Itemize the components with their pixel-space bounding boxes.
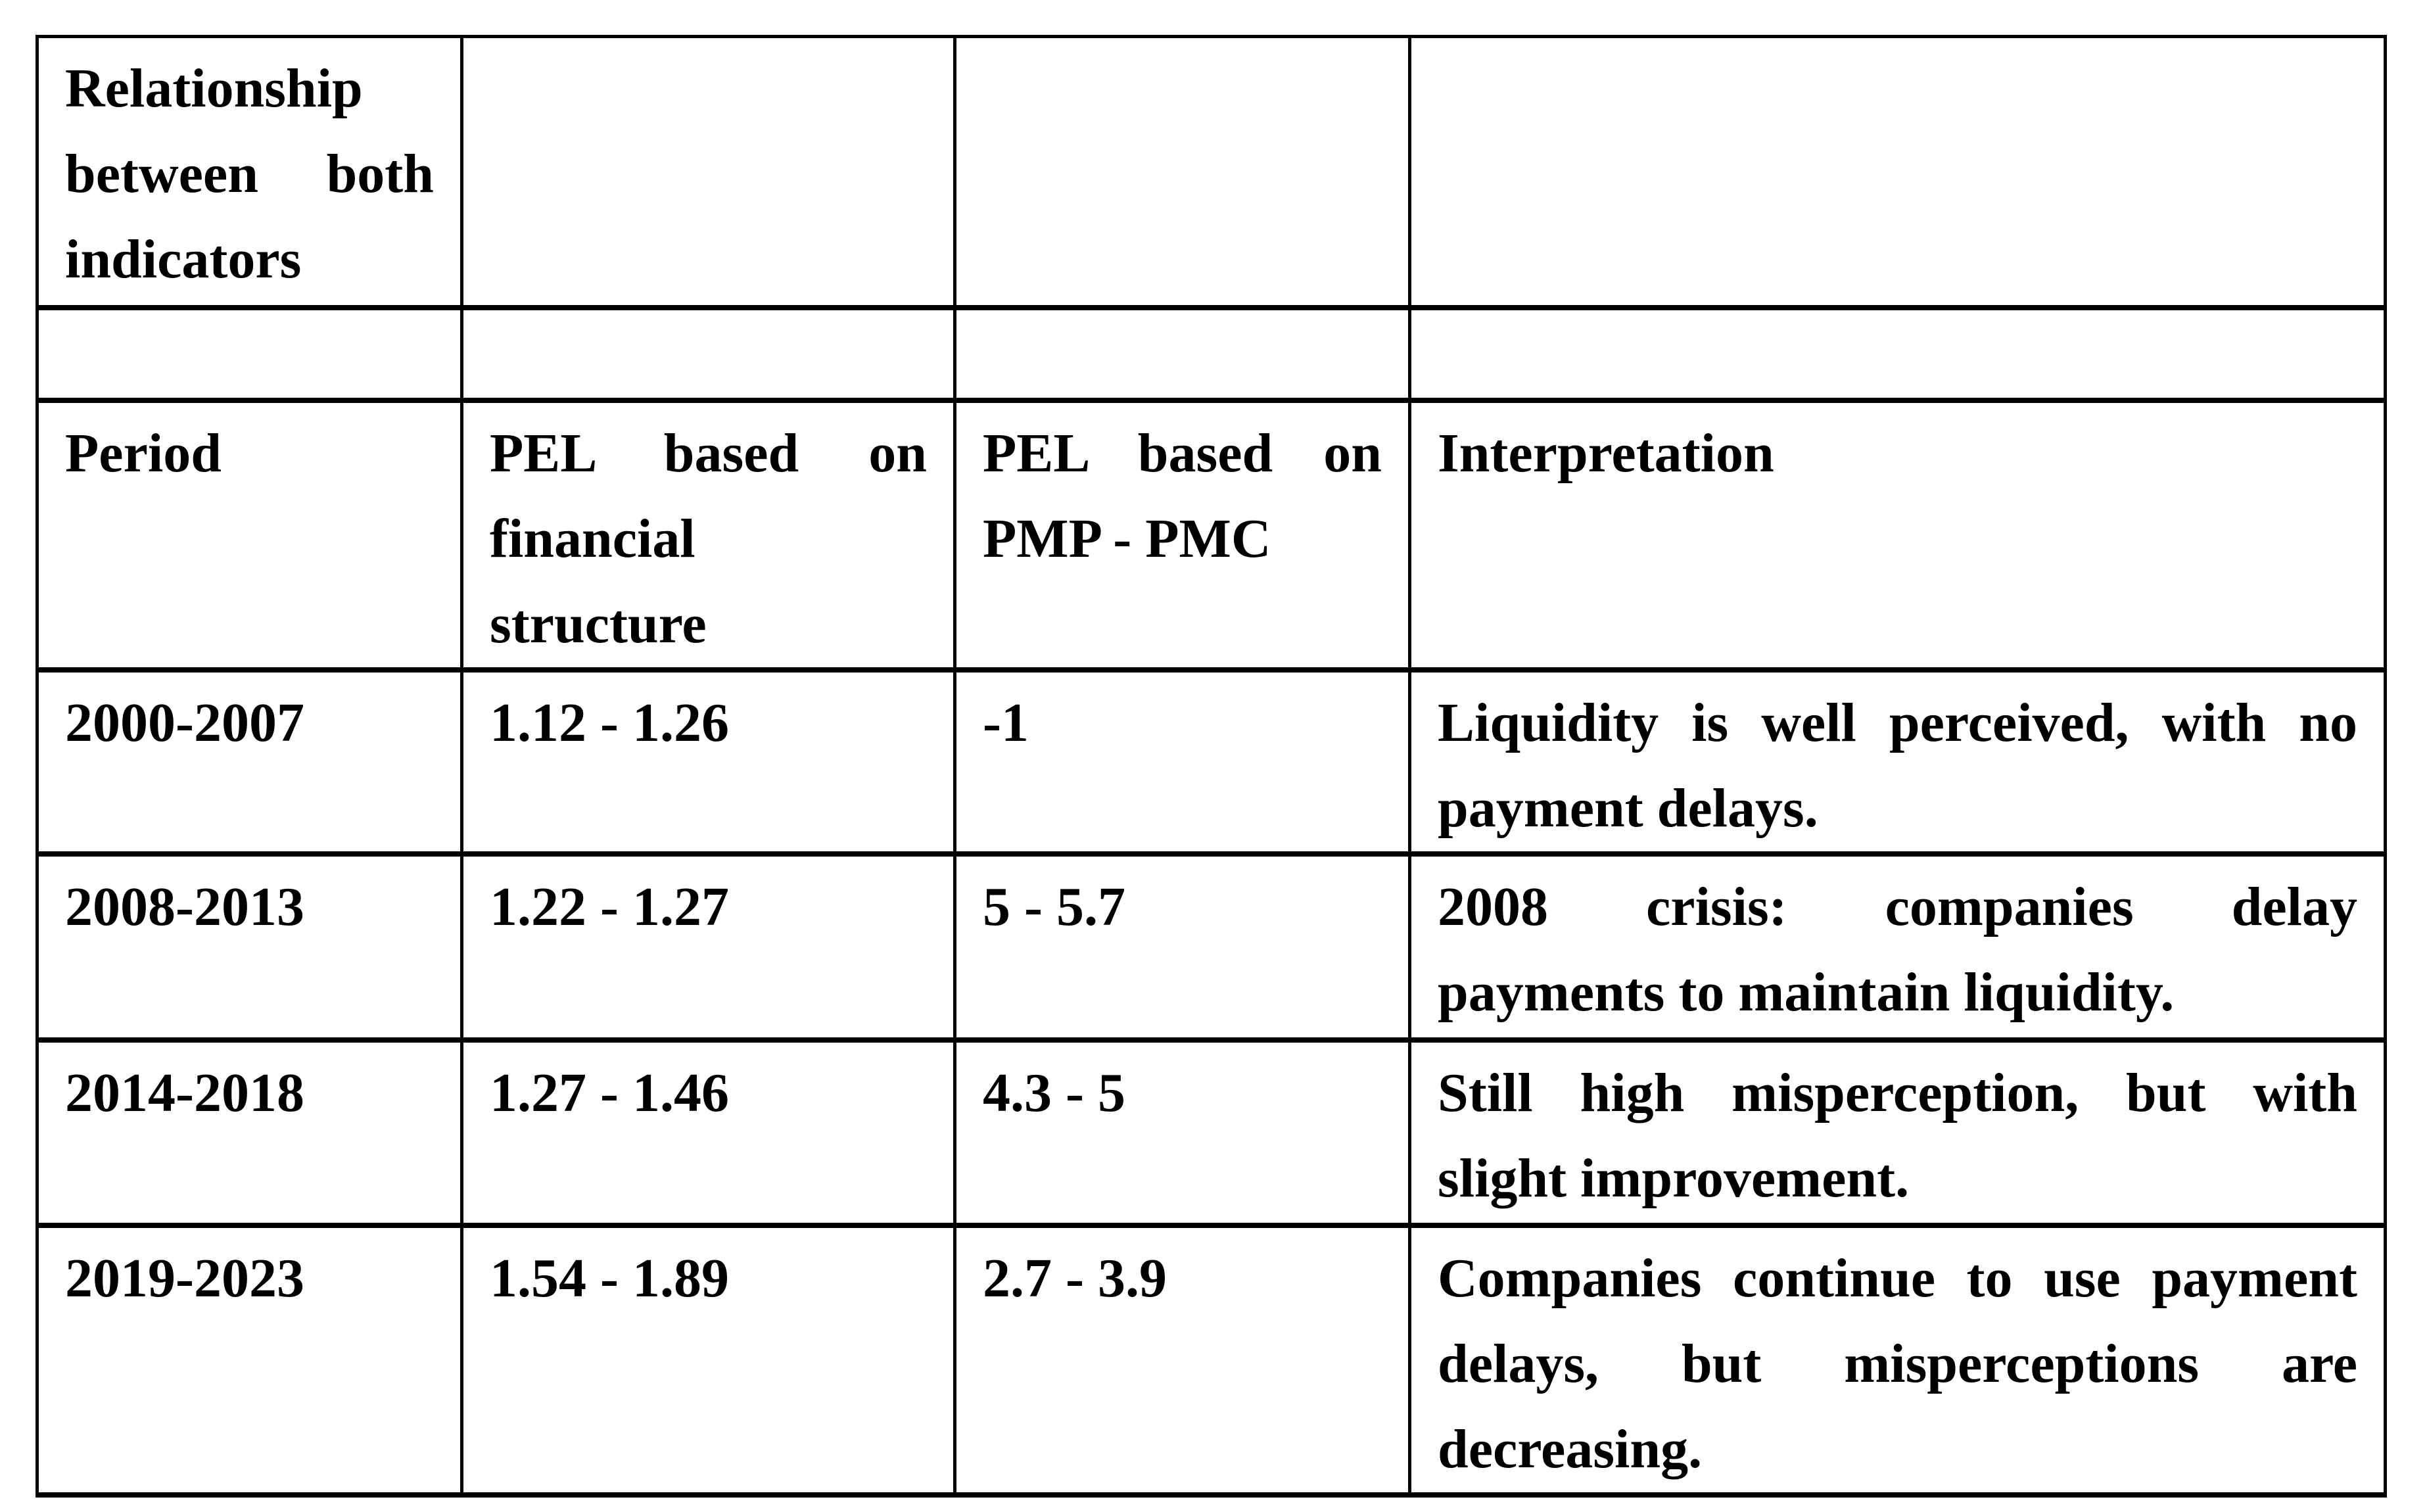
cell-pel-financial-structure: 1.22 - 1.27 [461, 853, 956, 1043]
cell-interpretation: Companies continue to use payment delays,… [1409, 1225, 2387, 1498]
column-header-pel-financial-structure: PEL based on financial structure [461, 400, 956, 673]
cell-pel-pmp-pmc: 2.7 - 3.9 [954, 1225, 1411, 1498]
table-row-relationship: Relationship between both indicators [37, 36, 2387, 310]
cell-period: 2019-2023 [37, 1225, 463, 1498]
cell-pel-financial-structure: 1.54 - 1.89 [461, 1225, 956, 1498]
cell-interpretation: Still high misperception, but with slight… [1409, 1039, 2387, 1228]
empty-cell [37, 307, 463, 403]
table-row: 2008-2013 1.22 - 1.27 5 - 5.7 2008 crisi… [37, 853, 2387, 1043]
table-row: 2019-2023 1.54 - 1.89 2.7 - 3.9 Companie… [37, 1225, 2387, 1498]
cell-pel-financial-structure: 1.12 - 1.26 [461, 669, 956, 857]
column-header-pel-pmp-pmc: PEL based on PMP - PMC [954, 400, 1411, 673]
empty-cell [954, 307, 1411, 403]
column-header-period: Period [37, 400, 463, 673]
cell-interpretation: Liquidity is well perceived, with no paym… [1409, 669, 2387, 857]
cell-period: 2000-2007 [37, 669, 463, 857]
cell-interpretation: 2008 crisis: companies delay payments to … [1409, 853, 2387, 1043]
cell-pel-financial-structure: 1.27 - 1.46 [461, 1039, 956, 1228]
relationship-header-cell: Relationship between both indicators [37, 36, 463, 310]
cell-pel-pmp-pmc: 5 - 5.7 [954, 853, 1411, 1043]
column-header-interpretation: Interpretation [1409, 400, 2387, 673]
cell-pel-pmp-pmc: -1 [954, 669, 1411, 857]
table-row: 2000-2007 1.12 - 1.26 -1 Liquidity is we… [37, 669, 2387, 857]
cell-period: 2014-2018 [37, 1039, 463, 1228]
empty-cell [954, 36, 1411, 310]
empty-cell [461, 307, 956, 403]
indicators-relationship-table: Relationship between both indicators Perio… [35, 35, 2387, 1498]
table-row-spacer [37, 307, 2387, 403]
table-row: 2014-2018 1.27 - 1.46 4.3 - 5 Still high… [37, 1039, 2387, 1228]
empty-cell [1409, 307, 2387, 403]
cell-pel-pmp-pmc: 4.3 - 5 [954, 1039, 1411, 1228]
document-sheet: Relationship between both indicators Perio… [35, 35, 2387, 1498]
empty-cell [461, 36, 956, 310]
cell-period: 2008-2013 [37, 853, 463, 1043]
empty-cell [1409, 36, 2387, 310]
table-header-row: Period PEL based on financial structure PE… [37, 400, 2387, 673]
